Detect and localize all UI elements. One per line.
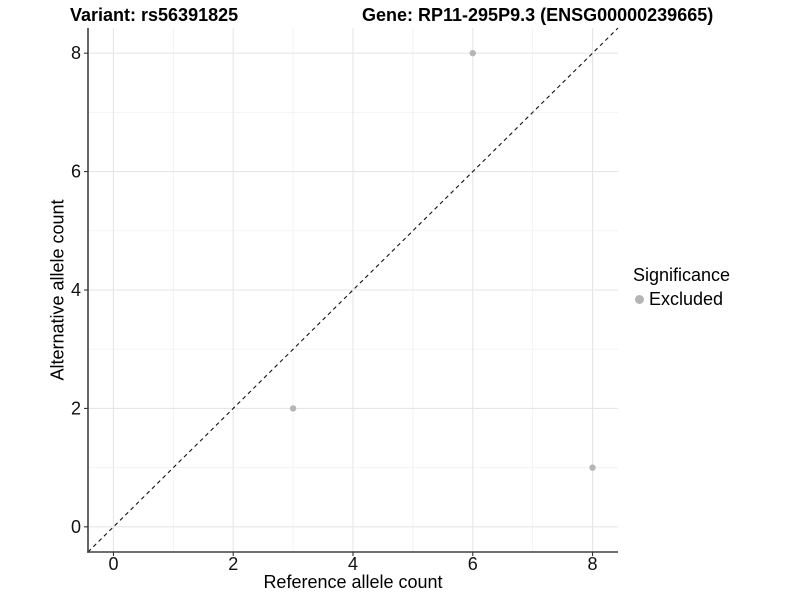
data-point <box>289 405 297 412</box>
y-tick-label: 0 <box>71 517 81 537</box>
legend: Significance Excluded <box>633 265 730 310</box>
x-tick-label: 0 <box>108 554 118 574</box>
y-tick-label: 4 <box>71 280 81 300</box>
y-axis-title: Alternative allele count <box>47 199 68 381</box>
y-tick-label: 2 <box>71 398 81 418</box>
data-point <box>589 464 596 471</box>
x-tick-label: 8 <box>588 554 598 574</box>
x-tick-label: 4 <box>348 554 358 574</box>
x-axis-title: Reference allele count <box>263 572 443 592</box>
legend-key-dot-icon <box>635 295 644 304</box>
data-point <box>469 49 476 57</box>
legend-item-label: Excluded <box>649 289 724 309</box>
y-tick-label: 6 <box>71 162 81 182</box>
legend-item-excluded: Excluded <box>635 289 730 310</box>
gene-title: Gene: RP11-295P9.3 (ENSG00000239665) <box>362 5 714 25</box>
legend-title: Significance <box>633 265 731 285</box>
y-tick-label: 8 <box>71 43 81 63</box>
variant-title: Variant: rs56391825 <box>70 5 239 25</box>
x-tick-label: 6 <box>468 554 478 574</box>
x-tick-label: 2 <box>228 554 238 574</box>
